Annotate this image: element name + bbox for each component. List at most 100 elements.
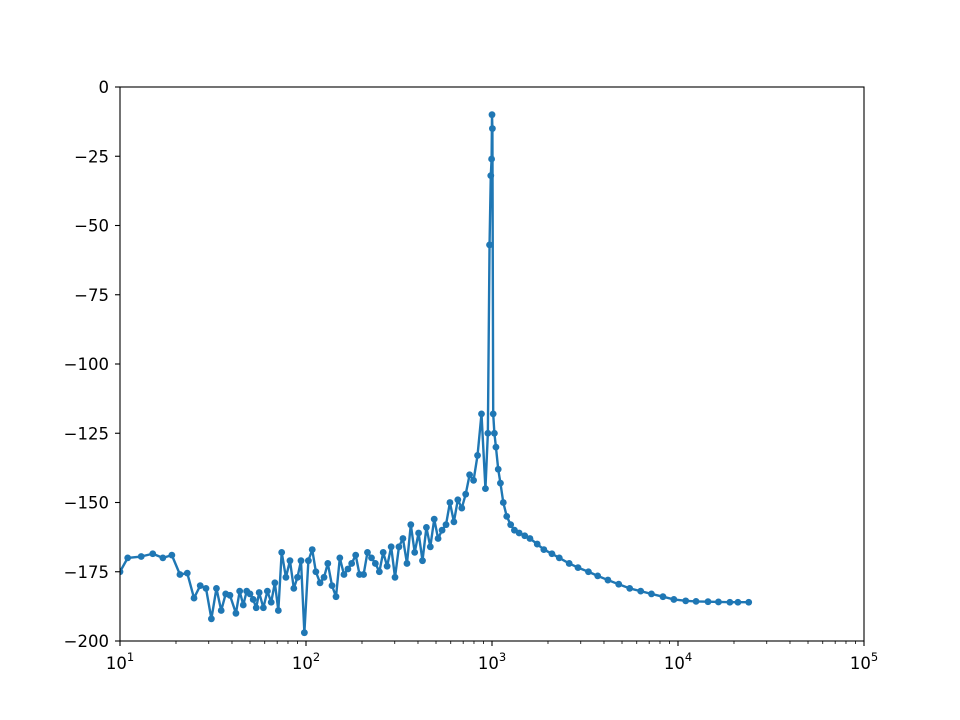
data-point bbox=[715, 598, 722, 606]
data-point bbox=[232, 609, 240, 617]
data-point bbox=[183, 569, 191, 577]
data-point bbox=[352, 551, 360, 559]
data-point bbox=[474, 452, 481, 459]
data-point bbox=[294, 573, 301, 581]
data-point bbox=[648, 590, 655, 598]
data-point bbox=[487, 172, 495, 180]
data-point bbox=[637, 587, 645, 595]
data-point bbox=[324, 560, 332, 567]
y-tick-label: −100 bbox=[64, 355, 109, 374]
data-point bbox=[585, 568, 592, 576]
data-point bbox=[533, 540, 541, 548]
y-tick-label: −75 bbox=[74, 286, 109, 305]
x-tick-label: 101 bbox=[106, 650, 134, 673]
data-point bbox=[407, 521, 415, 529]
data-point bbox=[434, 535, 442, 542]
y-tick-label: −25 bbox=[74, 147, 109, 166]
data-point bbox=[555, 554, 563, 562]
data-point bbox=[226, 591, 234, 599]
data-point bbox=[297, 557, 305, 565]
data-point bbox=[344, 565, 352, 573]
data-point bbox=[478, 410, 485, 418]
data-point bbox=[726, 598, 734, 606]
x-tick-label: 102 bbox=[292, 650, 320, 673]
data-point bbox=[670, 596, 678, 603]
data-point bbox=[442, 521, 450, 529]
data-point bbox=[659, 593, 667, 601]
data-point bbox=[399, 535, 407, 542]
data-point bbox=[497, 479, 504, 487]
data-point bbox=[332, 593, 340, 601]
data-point bbox=[423, 524, 430, 531]
data-point bbox=[489, 125, 496, 132]
data-point bbox=[548, 550, 556, 558]
data-point bbox=[450, 518, 458, 526]
data-point bbox=[375, 568, 383, 576]
data-point bbox=[734, 598, 742, 606]
data-point bbox=[458, 504, 466, 512]
data-point bbox=[300, 629, 308, 637]
data-point bbox=[271, 579, 279, 587]
series-group bbox=[120, 111, 753, 637]
data-point bbox=[489, 410, 497, 418]
data-point bbox=[213, 584, 220, 592]
data-point bbox=[704, 598, 712, 606]
data-point bbox=[312, 568, 320, 576]
data-point bbox=[488, 111, 496, 119]
y-tick-label: −50 bbox=[74, 217, 109, 236]
y-tick-label: −125 bbox=[64, 424, 109, 443]
data-point bbox=[604, 576, 612, 584]
data-point bbox=[490, 429, 498, 437]
data-point bbox=[368, 554, 375, 562]
y-tick-label: −200 bbox=[64, 632, 109, 651]
data-point bbox=[176, 571, 184, 578]
plot-area bbox=[120, 111, 753, 637]
data-point bbox=[387, 543, 395, 551]
data-point bbox=[168, 551, 176, 559]
data-point bbox=[526, 535, 534, 542]
data-point bbox=[371, 560, 379, 567]
data-point bbox=[120, 568, 124, 576]
data-point bbox=[348, 560, 356, 567]
data-point bbox=[249, 596, 257, 603]
data-point bbox=[503, 512, 511, 520]
data-point bbox=[403, 560, 411, 567]
x-tick-label: 104 bbox=[664, 650, 692, 673]
data-point bbox=[594, 572, 602, 580]
data-point bbox=[454, 496, 462, 504]
data-point bbox=[507, 521, 515, 529]
x-tick-label: 103 bbox=[478, 650, 506, 673]
data-point bbox=[486, 241, 493, 249]
data-point bbox=[521, 532, 529, 540]
data-point bbox=[286, 557, 294, 565]
data-point bbox=[482, 485, 489, 493]
data-point bbox=[565, 560, 573, 567]
data-point bbox=[391, 573, 399, 581]
data-point bbox=[308, 546, 316, 553]
data-point bbox=[515, 529, 523, 537]
data-point bbox=[692, 597, 700, 605]
data-point bbox=[252, 604, 260, 612]
data-point bbox=[494, 465, 502, 473]
data-point bbox=[236, 587, 244, 595]
data-point bbox=[336, 554, 344, 562]
data-point bbox=[328, 582, 336, 589]
data-point bbox=[124, 554, 132, 562]
data-point bbox=[682, 597, 690, 605]
data-point bbox=[745, 598, 753, 606]
data-point bbox=[304, 557, 312, 565]
data-point bbox=[492, 443, 500, 451]
data-point bbox=[364, 548, 371, 556]
data-point bbox=[360, 571, 367, 578]
data-point bbox=[290, 584, 298, 592]
data-point bbox=[278, 548, 286, 556]
data-point bbox=[615, 580, 623, 588]
data-point bbox=[246, 590, 254, 598]
data-point bbox=[340, 571, 348, 578]
data-point bbox=[159, 554, 167, 562]
data-point bbox=[263, 587, 271, 595]
data-point bbox=[430, 515, 438, 523]
data-point bbox=[540, 546, 548, 553]
